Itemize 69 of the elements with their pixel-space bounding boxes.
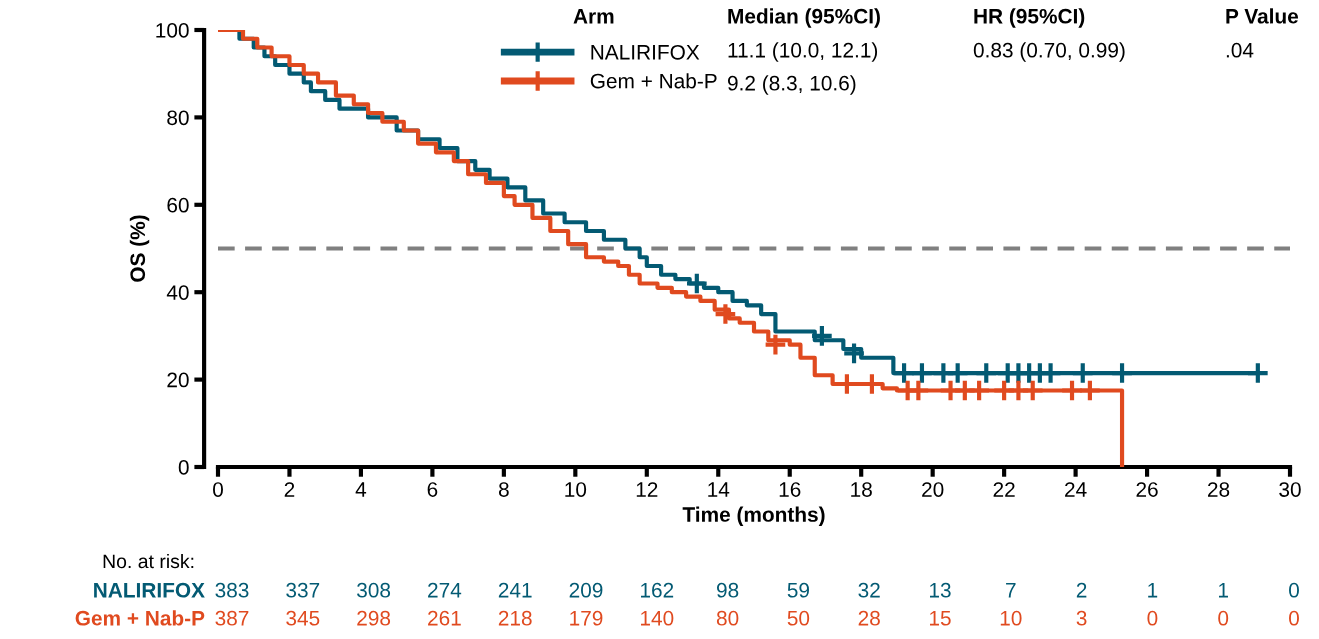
text: 298 bbox=[357, 610, 391, 626]
legend-label: NALIRIFOX bbox=[591, 44, 700, 60]
text: P Value bbox=[1226, 8, 1299, 24]
text: 59 bbox=[787, 582, 809, 598]
text: 274 bbox=[428, 582, 462, 598]
y-tick-label: 20 bbox=[167, 372, 189, 388]
text: 162 bbox=[641, 582, 674, 598]
x-tick-label: 16 bbox=[779, 482, 801, 497]
annotation: 9.2 (8.3, 10.6) bbox=[727, 75, 856, 95]
text: 308 bbox=[357, 582, 391, 598]
x-tick-label: 12 bbox=[636, 482, 658, 497]
text: Gem + Nab-P bbox=[75, 610, 205, 626]
x-tick-label: 20 bbox=[922, 482, 944, 497]
x-tick-label: 30 bbox=[1279, 482, 1301, 497]
text: 7 bbox=[1006, 583, 1016, 598]
y-axis-title: OS (%) bbox=[129, 215, 150, 282]
x-tick-label: 18 bbox=[851, 482, 872, 497]
text: 15 bbox=[930, 611, 951, 626]
y-tick-label: 80 bbox=[167, 110, 189, 126]
text: 98 bbox=[716, 582, 739, 598]
text: Median (95%CI) bbox=[728, 8, 880, 28]
text: 241 bbox=[498, 582, 532, 598]
annotation: 11.1 (10.0, 12.1) bbox=[728, 42, 878, 62]
x-axis-title: Time (months) bbox=[682, 506, 825, 526]
text: 140 bbox=[641, 610, 674, 626]
x-tick-label: 10 bbox=[565, 482, 587, 497]
text: 32 bbox=[858, 582, 880, 598]
x-tick-label: 26 bbox=[1136, 482, 1158, 497]
text: 218 bbox=[498, 610, 532, 626]
text: No. at risk: bbox=[103, 553, 194, 569]
text: 345 bbox=[286, 610, 320, 626]
text: 0 bbox=[1218, 610, 1229, 626]
y-tick-label: 60 bbox=[167, 197, 189, 213]
text: 13 bbox=[930, 582, 951, 598]
text: 337 bbox=[286, 582, 320, 598]
annotation: .04 bbox=[1226, 42, 1254, 58]
text: HR (95%CI) bbox=[974, 8, 1085, 28]
x-tick-label: 22 bbox=[993, 482, 1015, 497]
x-tick-label: 14 bbox=[708, 482, 730, 497]
text: 2 bbox=[1076, 582, 1087, 598]
text: NALIRIFOX bbox=[94, 582, 205, 598]
x-tick-label: 28 bbox=[1208, 482, 1230, 497]
x-tick-label: 6 bbox=[427, 482, 438, 497]
text: 179 bbox=[570, 610, 603, 626]
text: 3 bbox=[1076, 610, 1087, 626]
x-tick-label: 8 bbox=[498, 482, 509, 497]
text: 50 bbox=[787, 610, 810, 626]
y-tick-label: 40 bbox=[166, 285, 189, 300]
text: 0 bbox=[1289, 582, 1299, 598]
text: 209 bbox=[569, 582, 603, 598]
y-tick-label: 100 bbox=[156, 23, 189, 38]
text: 80 bbox=[716, 610, 739, 626]
x-tick-label: 24 bbox=[1065, 482, 1087, 497]
text: 261 bbox=[428, 610, 461, 626]
text: 1 bbox=[1148, 583, 1158, 598]
text: 28 bbox=[858, 610, 880, 626]
text: 0 bbox=[1147, 610, 1158, 626]
y-tick-label: 0 bbox=[178, 460, 189, 475]
annotation: 0.83 (0.70, 0.99) bbox=[973, 42, 1125, 62]
x-tick-label: 0 bbox=[213, 482, 223, 497]
text: Arm bbox=[573, 9, 614, 24]
text: 1 bbox=[1219, 583, 1228, 598]
x-tick-label: 2 bbox=[284, 482, 295, 497]
text: 387 bbox=[215, 610, 249, 626]
legend-label: Gem + Nab-P bbox=[590, 73, 717, 89]
text: 383 bbox=[215, 582, 249, 598]
text: 0 bbox=[1289, 610, 1299, 626]
x-tick-label: 4 bbox=[355, 482, 367, 497]
text: 10 bbox=[1000, 610, 1022, 626]
